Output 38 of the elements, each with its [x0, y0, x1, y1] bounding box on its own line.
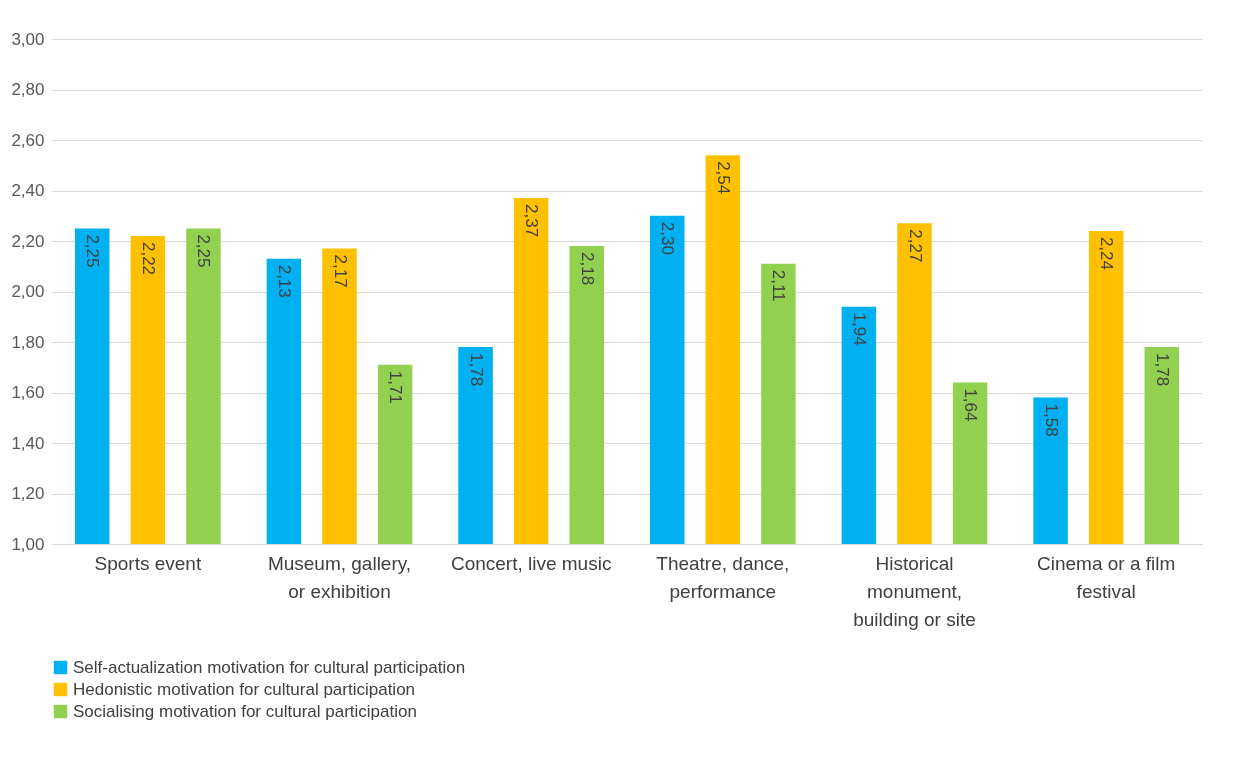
data-label: 2,11 [769, 269, 789, 302]
y-tick-label: 2,20 [11, 231, 45, 251]
data-label: 2,25 [83, 234, 103, 268]
y-tick-label: 2,40 [11, 181, 45, 200]
y-tick-label: 1,60 [11, 383, 45, 402]
data-label: 2,54 [713, 161, 733, 195]
y-tick-label: 2,80 [11, 80, 45, 99]
legend-label: Self-actualization motivation for cultural participation [73, 657, 466, 677]
data-label: 2,25 [194, 234, 214, 268]
data-label: 2,37 [522, 204, 542, 238]
legend-label: Socialising motivation for cultural participation [73, 701, 417, 721]
x-tick-label: Concert, live music [450, 552, 612, 574]
data-label: 2,30 [658, 221, 678, 255]
y-tick-label: 1,40 [11, 433, 45, 453]
x-tick-label: Theatre, dance, performance [656, 552, 790, 602]
y-tick-label: 2,60 [11, 130, 45, 150]
data-label: 2,27 [905, 229, 925, 263]
x-tick-label: Cinema or a film festival [1037, 552, 1176, 602]
legend-label: Hedonistic motivation for cultural participation [73, 679, 416, 699]
data-label: 1,71 [386, 370, 406, 404]
data-label: 1,78 [466, 353, 486, 387]
x-tick-label: Museum, gallery, or exhibition [267, 552, 412, 602]
data-label: 2,22 [138, 241, 158, 276]
y-tick-label: 2,00 [11, 282, 45, 301]
data-label: 2,17 [330, 254, 350, 288]
x-tick-label: Historical monument, building or site [853, 552, 976, 630]
data-label: 2,24 [1097, 236, 1117, 270]
y-tick-label: 1,00 [11, 534, 45, 554]
x-tick-label: Sports event [94, 552, 202, 574]
data-label: 2,18 [577, 252, 597, 286]
data-label: 1,64 [961, 388, 981, 422]
data-label: 1,58 [1041, 403, 1061, 437]
y-tick-label: 1,80 [11, 332, 45, 352]
data-label: 2,13 [274, 264, 294, 298]
y-tick-label: 3,00 [11, 29, 45, 49]
data-label: 1,78 [1152, 353, 1172, 387]
y-tick-label: 1,20 [11, 484, 45, 503]
data-label: 1,94 [849, 312, 869, 346]
